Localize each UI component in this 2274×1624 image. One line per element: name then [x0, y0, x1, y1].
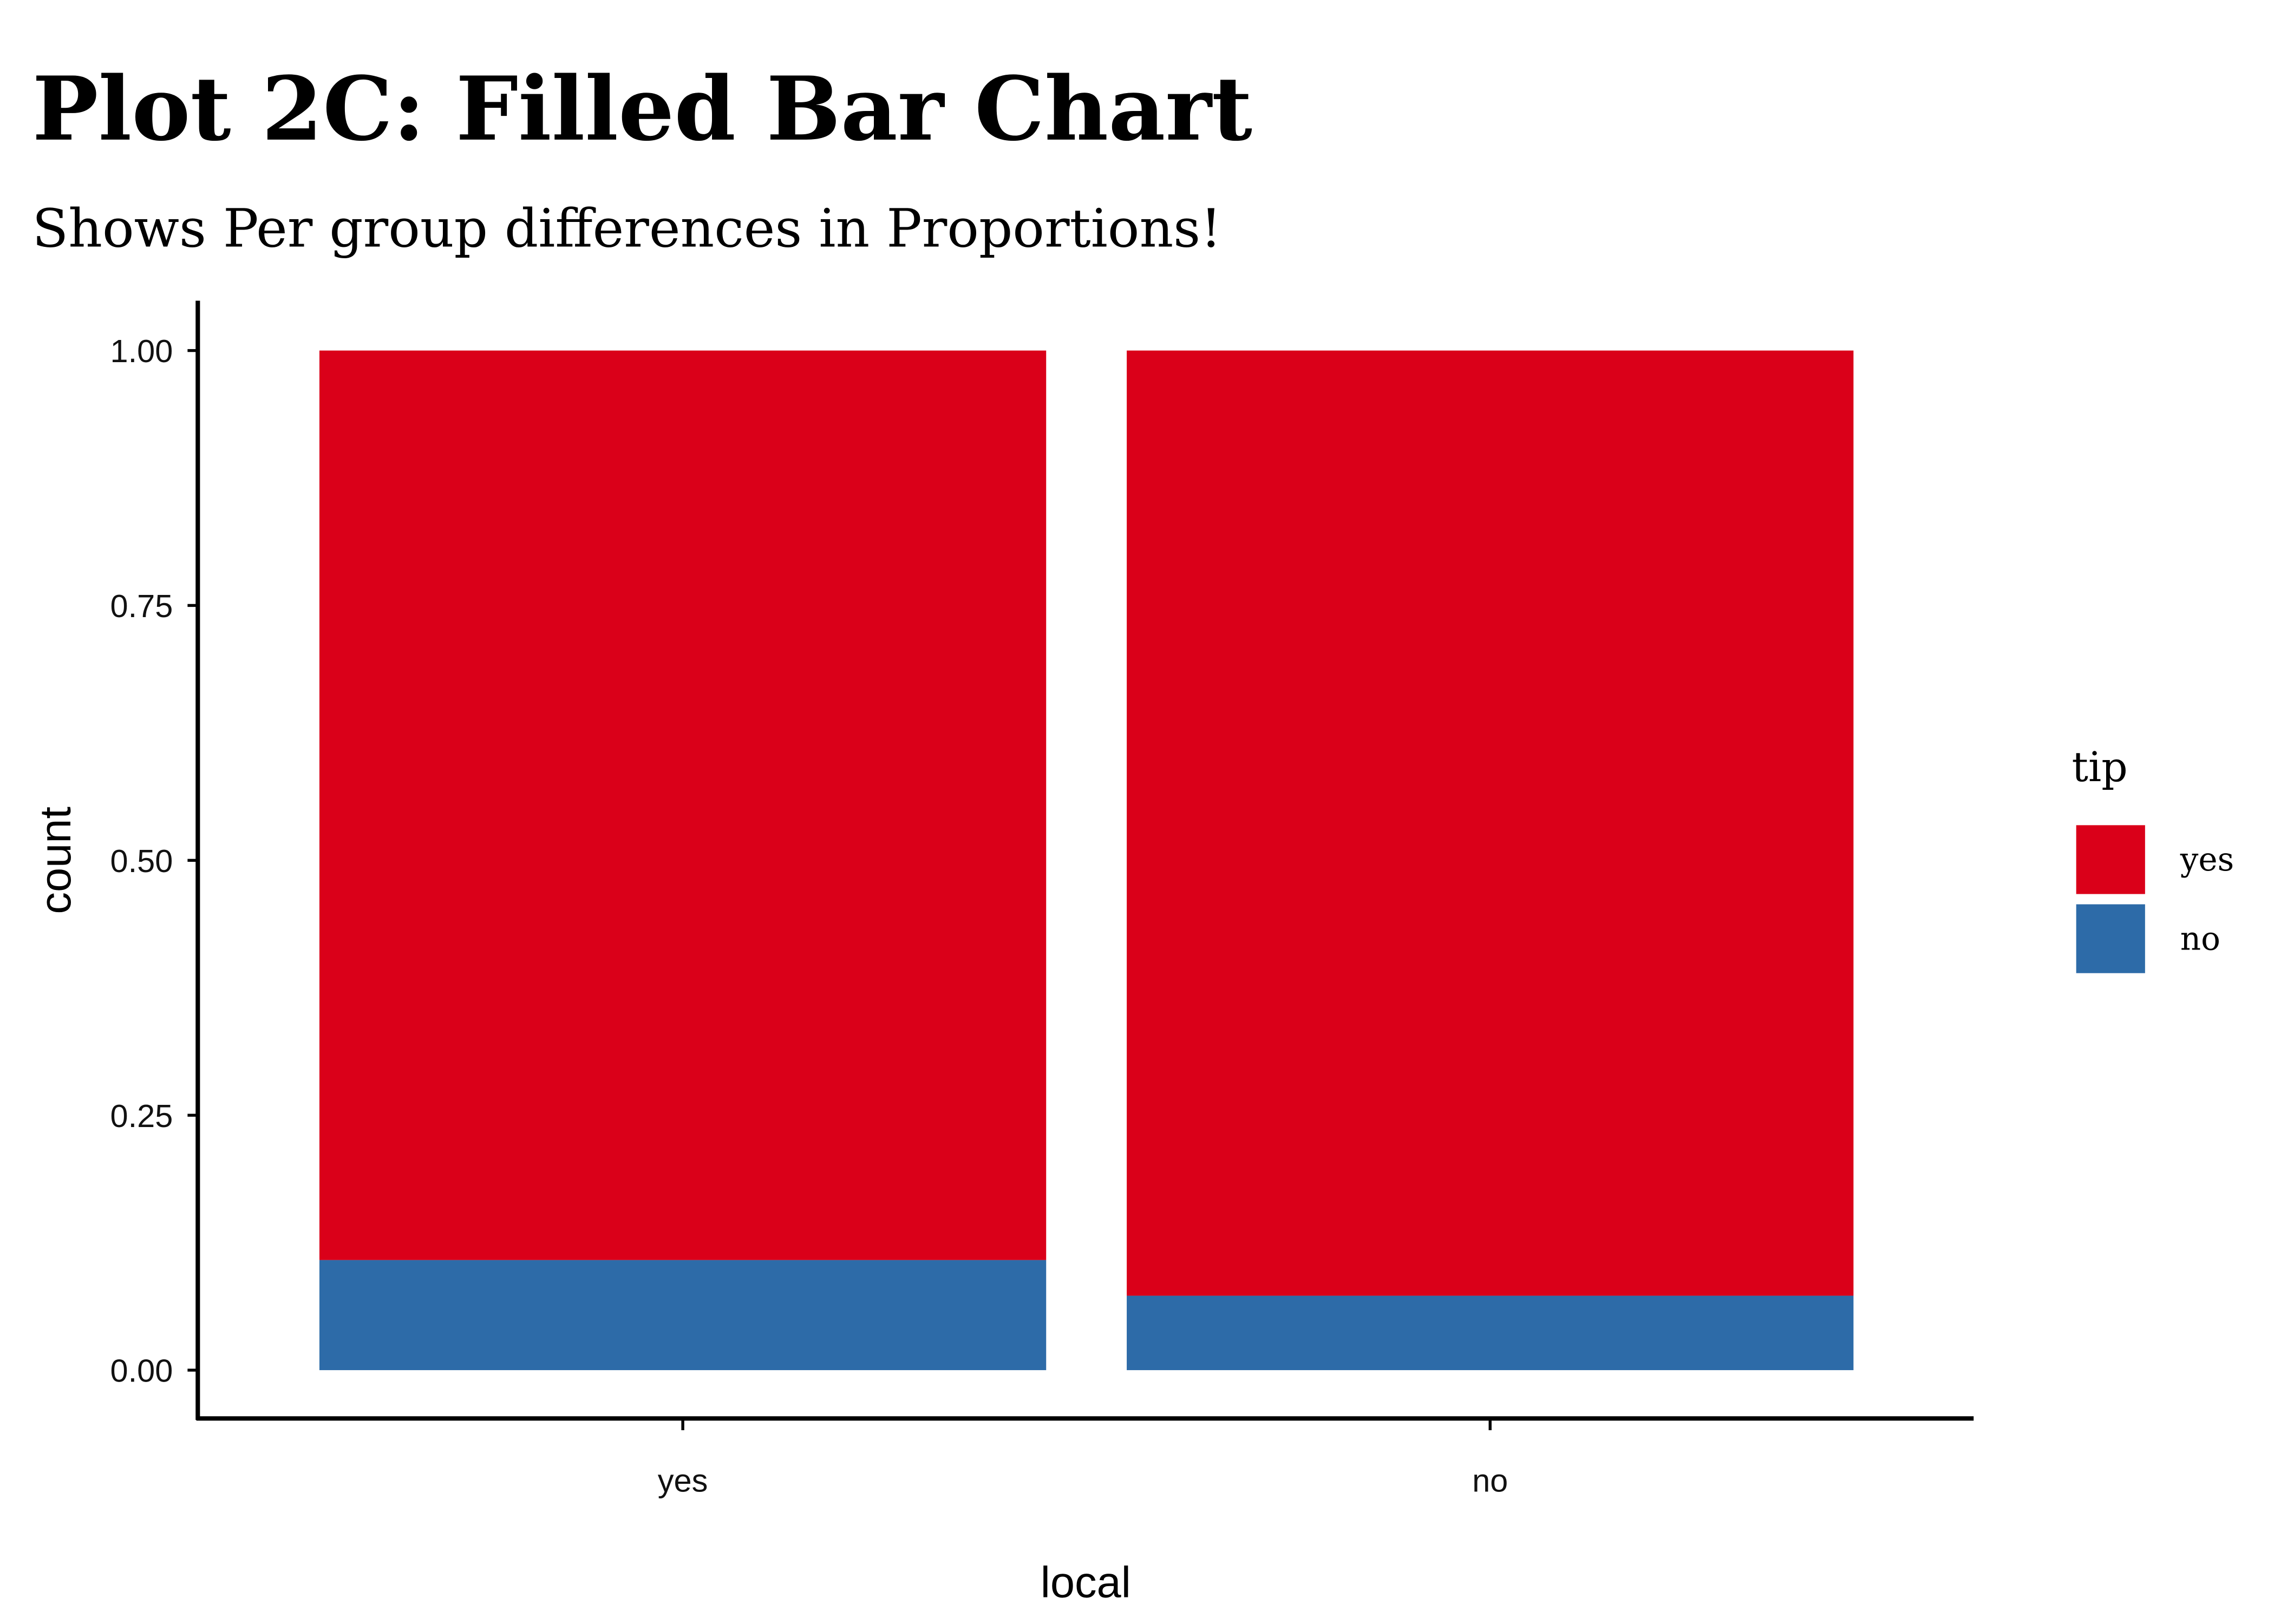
y-tick-label: 1.00	[110, 333, 173, 369]
bar-yes-yes	[319, 350, 1047, 1260]
chart-title: Plot 2C: Filled Bar Chart	[32, 58, 1252, 161]
x-ticks: yes no	[658, 1418, 1508, 1499]
y-axis-title: count	[31, 807, 80, 914]
bar-no-no	[1127, 1295, 1854, 1371]
x-tick-label: no	[1472, 1463, 1508, 1499]
chart-subtitle: Shows Per group differences in Proportio…	[32, 198, 1222, 259]
bar-yes-no	[319, 1260, 1047, 1371]
legend-title: tip	[2072, 743, 2128, 791]
y-tick-label: 0.25	[110, 1098, 173, 1134]
x-axis-title: local	[1041, 1558, 1131, 1607]
y-ticks: 0.00 0.25 0.50 0.75 1.00	[110, 333, 198, 1389]
bars	[319, 350, 1854, 1371]
legend: yes no	[2073, 822, 2234, 977]
y-tick-label: 0.50	[110, 843, 173, 879]
legend-key-yes	[2073, 822, 2148, 897]
x-tick-label: yes	[658, 1463, 708, 1499]
legend-key-no	[2073, 901, 2148, 977]
y-tick-label: 0.75	[110, 588, 173, 624]
legend-label: no	[2180, 920, 2220, 958]
legend-label: yes	[2180, 841, 2234, 879]
y-tick-label: 0.00	[110, 1353, 173, 1389]
bar-no-yes	[1127, 350, 1854, 1296]
